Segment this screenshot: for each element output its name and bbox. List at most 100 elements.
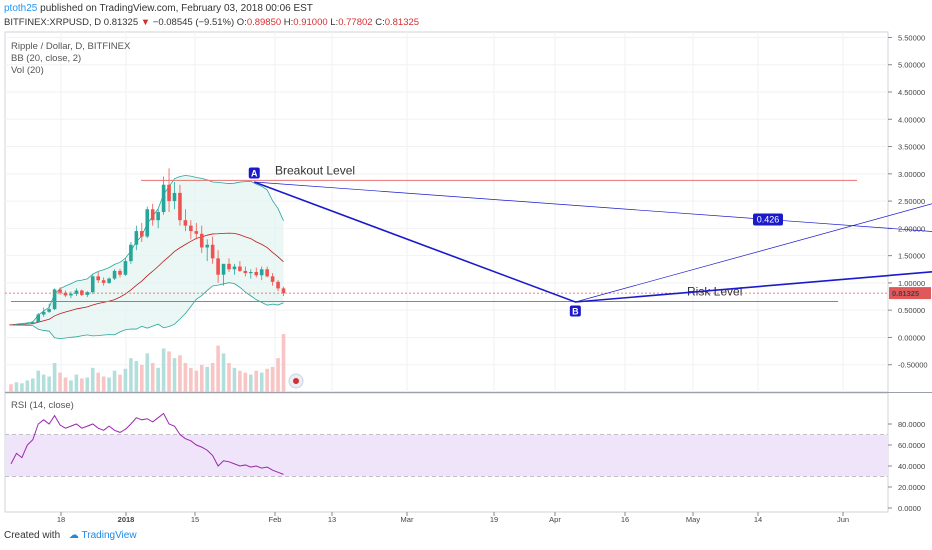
candle-body [221,263,226,275]
candle-body [265,269,269,277]
open-label: O: [236,17,247,28]
candle-body [14,324,19,326]
volume-bar [58,372,62,392]
volume-bar [259,372,264,392]
candle-body [63,292,68,296]
candle-body [183,220,188,226]
price-tick-label: 3.00000 [898,170,925,179]
created-with-label: Created with [4,530,61,541]
volume-bar [69,380,73,392]
volume-bar [85,377,90,392]
volume-bar [172,358,177,392]
candle-body [232,266,237,270]
time-tick-label: 14 [754,515,762,524]
economic-event-dot [293,378,299,384]
candle-body [134,231,139,245]
candle-body [243,270,248,274]
ohlc-header: BITFINEX:XRPUSD, D 0.81325 ▼ −0.08545 (−… [4,17,419,28]
close-value: 0.81325 [384,17,420,28]
rsi-tick-label: 40.0000 [898,462,925,471]
legend-bb[interactable]: BB (20, close, 2) [11,53,82,64]
footer: Created with ☁ TradingView [4,530,137,541]
rsi-tick-label: 80.0000 [898,420,925,429]
price-change: −0.08545 (−9.51%) [152,17,235,28]
rsi-tick-label: 20.0000 [898,483,925,492]
candle-body [96,276,100,281]
candle-body [52,289,57,310]
candle-body [47,309,51,312]
candle-body [25,323,30,325]
volume-bar [74,374,79,392]
candle-body [189,225,193,232]
rsi-band [6,434,887,477]
time-tick-label: 2018 [118,515,135,524]
pattern-legs [253,181,932,303]
pattern-ratio-badge [752,213,783,226]
volume-bar [238,370,242,392]
low-value: 0.77802 [338,17,373,28]
volume-bar [90,367,95,392]
candle-body [194,231,199,234]
candle-body [74,290,79,294]
volume-bar [183,363,188,392]
pattern-point-label-a: A [251,169,258,179]
time-tick-label: 19 [490,515,498,524]
candle-body [101,280,106,283]
legend-title[interactable]: Ripple / Dollar, D, BITFINEX [11,41,131,52]
volume-bar [254,370,259,392]
time-tick-label: Feb [269,515,282,524]
candle-body [85,292,90,295]
volume-bar [156,367,160,392]
candle-body [254,272,259,276]
candle-body [156,212,160,221]
candle-body [238,266,242,271]
candle-body [112,270,117,279]
candle-body [41,311,46,315]
down-arrow-icon: ▼ [140,17,151,28]
volume-bar [112,370,117,392]
volume-bar [107,377,111,392]
pattern-point-badge [569,305,581,317]
candle-body [167,184,171,202]
volume-bar [167,351,171,392]
tradingview-brand[interactable]: TradingView [81,530,137,541]
price-tick-label: 4.50000 [898,88,925,97]
candle-body [9,324,13,326]
candle-body [216,258,220,275]
volume-bar [178,355,182,392]
volume-bar [80,378,84,392]
author-link[interactable]: ptoth25 [4,3,38,14]
pattern-ratio-label: 0.426 [757,215,780,225]
legend-vol[interactable]: Vol (20) [11,65,44,76]
rsi-line [10,412,284,475]
rsi-tick-label: 60.0000 [898,441,925,450]
candle-body [270,276,275,282]
volume-bar [47,376,51,392]
legend-rsi[interactable]: RSI (14, close) [11,400,74,411]
candle-body [259,269,264,276]
pattern-point-label-b: B [572,307,579,317]
volume-bar [41,374,46,392]
volume-bar [189,367,193,392]
time-tick-label: 18 [57,515,65,524]
rsi-tick-label: 0.0000 [898,504,921,513]
risk-level-label: Risk Level [687,284,742,298]
candle-body [199,233,204,248]
volume-bar [194,370,199,392]
candle-body [227,263,231,270]
price-tick-label: 1.00000 [898,279,925,288]
volume-bar [140,364,144,392]
current-price-badge [889,287,931,300]
pattern-bd-line [575,203,932,303]
price-tick-label: 2.50000 [898,197,925,206]
candle-body [107,278,111,283]
time-tick-label: Apr [549,515,561,524]
candle-body [118,270,122,275]
candle-body [178,192,182,221]
volume-bar [118,374,122,392]
candle-body [36,314,41,323]
volume-bar [101,376,106,392]
candle-body [58,289,62,293]
